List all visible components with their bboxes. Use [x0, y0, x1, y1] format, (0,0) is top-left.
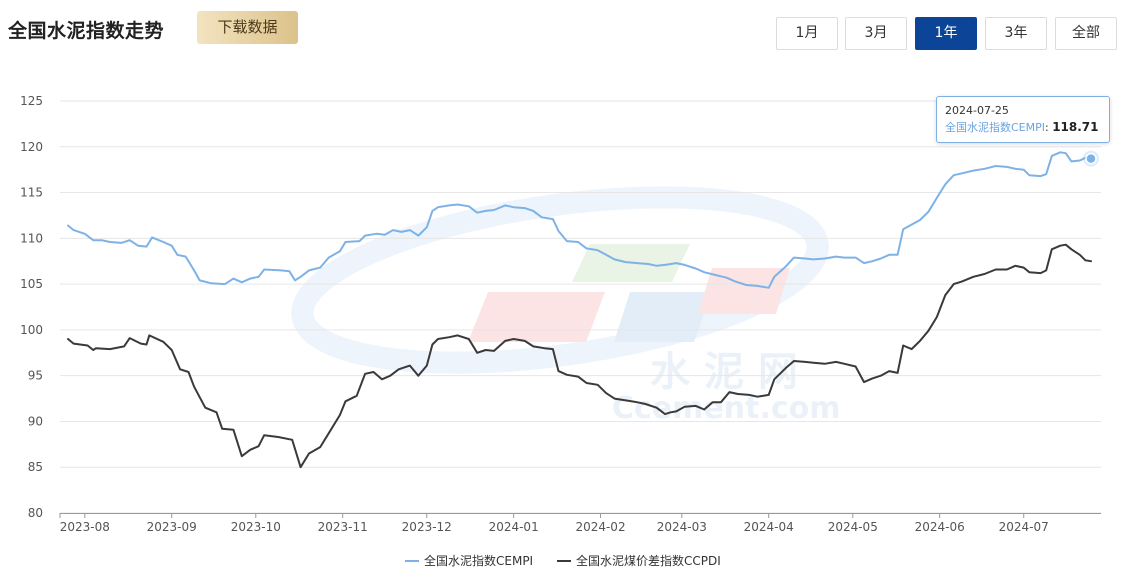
y-tick-label: 110	[20, 231, 43, 245]
range-tab-4[interactable]: 全部	[1055, 17, 1117, 50]
series-line-1[interactable]	[67, 243, 1092, 469]
x-tick-label: 2023-09	[147, 520, 197, 534]
y-tick-label: 95	[28, 369, 43, 383]
chart-legend: 全国水泥指数CEMPI 全国水泥煤价差指数CCPDI	[0, 551, 1126, 571]
watermark-text-cn: 水 泥 网	[650, 349, 798, 395]
watermark-swoosh	[291, 186, 829, 374]
legend-label-0: 全国水泥指数CEMPI	[424, 554, 534, 568]
page-title: 全国水泥指数走势	[8, 20, 165, 42]
y-tick-label: 80	[28, 506, 43, 520]
x-tick-label: 2024-03	[657, 520, 707, 534]
y-tick-label: 105	[20, 277, 43, 291]
ccement-watermark: 水 泥 网 Ccement.com	[291, 186, 841, 426]
tooltip-row: 全国水泥指数CEMPI: 118.71	[945, 119, 1101, 136]
x-tick-label: 2024-06	[915, 520, 965, 534]
x-tick-label: 2023-12	[402, 520, 452, 534]
range-tab-2[interactable]: 1年	[915, 17, 977, 50]
x-tick-label: 2023-10	[231, 520, 281, 534]
x-tick-label: 2023-11	[318, 520, 368, 534]
x-tick-label: 2024-04	[744, 520, 794, 534]
x-tick-label: 2023-08	[60, 520, 110, 534]
x-tick-label: 2024-07	[999, 520, 1049, 534]
watermark-tile-red-1	[468, 292, 605, 342]
download-data-button[interactable]: 下载数据	[197, 11, 298, 44]
hover-marker-point[interactable]	[1085, 152, 1097, 165]
tooltip-value: 118.71	[1052, 120, 1099, 134]
hover-marker	[1083, 150, 1099, 167]
range-tab-1[interactable]: 3月	[845, 17, 907, 50]
x-axis: 2023-08 2023-09 2023-10 2023-11 2023-12 2024-…	[59, 513, 1101, 534]
legend-label-1: 全国水泥煤价差指数CCPDI	[576, 554, 721, 568]
y-tick-label: 100	[20, 323, 43, 337]
y-tick-label: 120	[20, 140, 43, 154]
y-tick-label: 90	[28, 414, 43, 428]
x-tick-label: 2024-01	[489, 520, 539, 534]
series-line-0[interactable]	[67, 151, 1092, 289]
y-tick-label: 85	[28, 460, 43, 474]
legend-swatch-1	[557, 559, 571, 562]
tooltip-series-name: 全国水泥指数CEMPI	[945, 121, 1045, 134]
x-tick-label: 2024-05	[828, 520, 878, 534]
legend-item-0[interactable]: 全国水泥指数CEMPI	[405, 551, 533, 571]
tooltip-date: 2024-07-25	[945, 104, 1009, 117]
range-tab-3[interactable]: 3年	[985, 17, 1047, 50]
series-lines	[67, 151, 1092, 469]
x-tick-label: 2024-02	[575, 520, 625, 534]
y-tick-label: 115	[20, 186, 43, 200]
y-tick-label: 125	[20, 94, 43, 108]
legend-swatch-0	[405, 559, 419, 562]
watermark-tile-red-2	[698, 268, 790, 314]
y-axis: 80 85 90 95 100 105 110 115 120 125	[20, 94, 43, 520]
range-tab-0[interactable]: 1月	[776, 17, 838, 50]
tooltip-separator: :	[1045, 121, 1053, 134]
legend-item-1[interactable]: 全国水泥煤价差指数CCPDI	[557, 551, 721, 571]
data-tooltip: 2024-07-25 全国水泥指数CEMPI: 118.71	[936, 96, 1110, 143]
